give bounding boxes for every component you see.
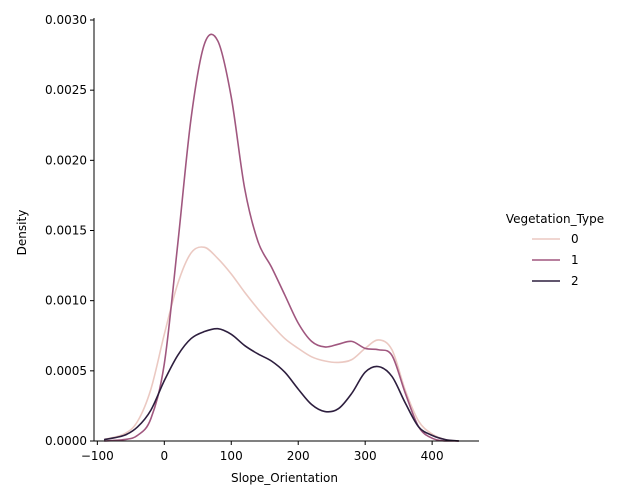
- x-ticks: −100 0 100 200 300 400: [81, 441, 444, 463]
- legend-label-0: 0: [571, 232, 579, 246]
- y-ticks: 0.0000 0.0005 0.0010 0.0015 0.0020 0.0025 0.00…: [45, 13, 94, 448]
- series-line-1: [103, 33, 459, 442]
- y-tick-label: 0.0030: [45, 13, 87, 27]
- legend: Vegetation_Type 0 1 2: [506, 212, 604, 288]
- x-axis-label: Slope_Orientation: [231, 471, 338, 485]
- x-tick-label: 100: [220, 449, 243, 463]
- legend-label-2: 2: [571, 274, 579, 288]
- x-tick-label: 300: [354, 449, 377, 463]
- x-tick-label: 0: [160, 449, 168, 463]
- y-axis-label: Density: [15, 210, 29, 256]
- series-layer: [103, 33, 459, 442]
- series-line-2: [103, 327, 459, 442]
- x-tick-label: −100: [81, 449, 114, 463]
- y-tick-label: 0.0010: [45, 294, 87, 308]
- y-tick-label: 0.0020: [45, 153, 87, 167]
- legend-label-1: 1: [571, 253, 579, 267]
- legend-title: Vegetation_Type: [506, 212, 604, 226]
- x-tick-label: 200: [287, 449, 310, 463]
- y-tick-label: 0.0025: [45, 83, 87, 97]
- x-tick-label: 400: [421, 449, 444, 463]
- y-tick-label: 0.0005: [45, 364, 87, 378]
- y-tick-label: 0.0000: [45, 434, 87, 448]
- y-tick-label: 0.0015: [45, 224, 87, 238]
- series-line-0: [103, 246, 459, 442]
